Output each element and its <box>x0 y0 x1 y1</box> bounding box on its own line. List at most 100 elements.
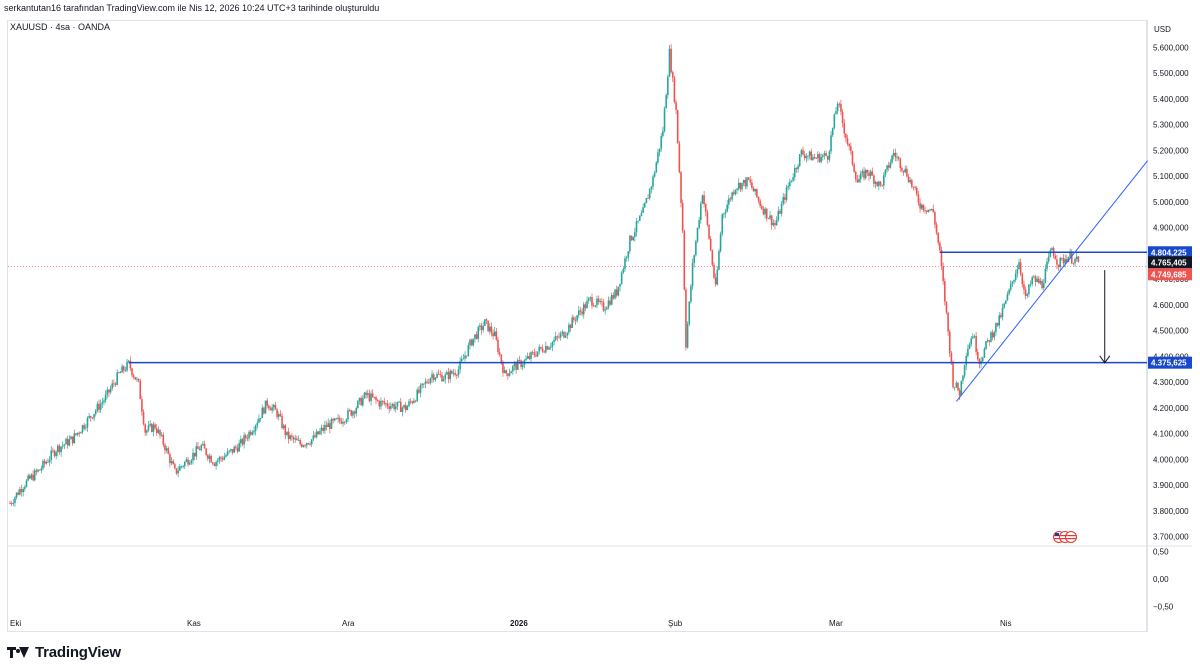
candle-body[interactable] <box>917 194 920 203</box>
candle-body[interactable] <box>1057 264 1060 268</box>
candle-body[interactable] <box>165 448 168 451</box>
candle-body[interactable] <box>200 445 203 451</box>
candle-body[interactable] <box>19 489 21 495</box>
candle-body[interactable] <box>589 297 592 299</box>
candle-body[interactable] <box>1049 250 1052 257</box>
candle-body[interactable] <box>610 295 613 305</box>
candle-body[interactable] <box>940 250 943 267</box>
candle-body[interactable] <box>513 363 516 367</box>
candle-body[interactable] <box>756 189 758 197</box>
candle-body[interactable] <box>188 462 191 465</box>
candle-body[interactable] <box>474 334 476 339</box>
candle-body[interactable] <box>967 348 969 356</box>
candle-body[interactable] <box>671 72 674 78</box>
candle-body[interactable] <box>403 404 405 408</box>
candle-body[interactable] <box>591 297 593 306</box>
candle-body[interactable] <box>752 187 755 192</box>
candle-body[interactable] <box>950 353 953 363</box>
candle-body[interactable] <box>869 171 872 176</box>
candle-body[interactable] <box>835 111 837 115</box>
candle-body[interactable] <box>652 176 654 187</box>
candle-body[interactable] <box>731 192 733 200</box>
candle-body[interactable] <box>160 434 163 436</box>
candle-body[interactable] <box>276 409 278 417</box>
candle-body[interactable] <box>432 374 435 380</box>
candle-body[interactable] <box>996 322 999 326</box>
candle-body[interactable] <box>863 171 865 179</box>
candle-body[interactable] <box>691 262 694 287</box>
candle-body[interactable] <box>634 232 636 238</box>
candle-body[interactable] <box>624 258 626 269</box>
candle-body[interactable] <box>1028 284 1030 295</box>
candle-body[interactable] <box>24 486 26 490</box>
candle-body[interactable] <box>215 461 217 466</box>
candle-body[interactable] <box>431 374 433 379</box>
candle-body[interactable] <box>233 446 236 453</box>
candle-body[interactable] <box>690 286 692 302</box>
candle-body[interactable] <box>1062 257 1065 264</box>
candle-body[interactable] <box>663 108 666 132</box>
candle-body[interactable] <box>220 457 222 459</box>
candle-body[interactable] <box>426 381 428 383</box>
candle-body[interactable] <box>817 154 819 159</box>
candle-body[interactable] <box>685 289 687 348</box>
candle-body[interactable] <box>757 196 760 201</box>
candle-body[interactable] <box>203 443 206 449</box>
candle-body[interactable] <box>484 319 486 326</box>
candle-body[interactable] <box>1016 269 1019 274</box>
candle-body[interactable] <box>795 167 798 170</box>
candle-body[interactable] <box>218 457 221 461</box>
candle-body[interactable] <box>500 354 503 363</box>
candle-body[interactable] <box>210 455 212 463</box>
candle-body[interactable] <box>812 157 814 161</box>
candle-body[interactable] <box>352 411 354 416</box>
candle-body[interactable] <box>197 446 199 450</box>
candle-body[interactable] <box>958 390 961 396</box>
candle-body[interactable] <box>113 383 115 385</box>
candle-body[interactable] <box>582 304 585 315</box>
candle-body[interactable] <box>993 332 996 338</box>
candle-body[interactable] <box>271 407 273 411</box>
candle-body[interactable] <box>662 131 664 136</box>
candle-body[interactable] <box>528 356 531 359</box>
candle-body[interactable] <box>480 325 483 330</box>
candle-body[interactable] <box>620 272 623 284</box>
candle-body[interactable] <box>609 300 611 305</box>
candle-body[interactable] <box>955 382 958 388</box>
candle-body[interactable] <box>642 207 644 213</box>
candle-body[interactable] <box>259 418 262 419</box>
candle-body[interactable] <box>304 445 306 447</box>
candle-body[interactable] <box>380 400 382 407</box>
candle-body[interactable] <box>826 155 829 160</box>
candle-body[interactable] <box>335 418 338 420</box>
candle-body[interactable] <box>35 470 38 472</box>
candle-body[interactable] <box>470 339 473 346</box>
candle-body[interactable] <box>695 241 697 256</box>
candle-body[interactable] <box>573 317 575 320</box>
candle-body[interactable] <box>807 155 809 157</box>
candle-body[interactable] <box>281 415 283 428</box>
candle-body[interactable] <box>264 400 267 414</box>
candle-body[interactable] <box>533 352 536 356</box>
candle-body[interactable] <box>296 438 298 441</box>
candle-body[interactable] <box>451 370 453 374</box>
candle-body[interactable] <box>479 325 481 327</box>
candle-body[interactable] <box>446 372 448 375</box>
candle-body[interactable] <box>61 445 64 447</box>
candle-body[interactable] <box>904 168 907 173</box>
candle-body[interactable] <box>704 203 707 212</box>
candle-body[interactable] <box>192 452 194 461</box>
candle-body[interactable] <box>561 331 564 334</box>
candle-body[interactable] <box>236 447 239 452</box>
candle-body[interactable] <box>175 468 178 474</box>
candle-body[interactable] <box>124 370 127 372</box>
candle-body[interactable] <box>907 176 910 183</box>
candle-body[interactable] <box>508 373 511 376</box>
ascending-trendline[interactable] <box>955 160 1148 402</box>
candle-body[interactable] <box>497 339 499 353</box>
candle-body[interactable] <box>892 152 895 156</box>
candle-body[interactable] <box>543 351 545 353</box>
candle-body[interactable] <box>777 210 780 221</box>
candle-body[interactable] <box>934 212 936 225</box>
currency-label[interactable]: USD <box>1154 25 1171 34</box>
